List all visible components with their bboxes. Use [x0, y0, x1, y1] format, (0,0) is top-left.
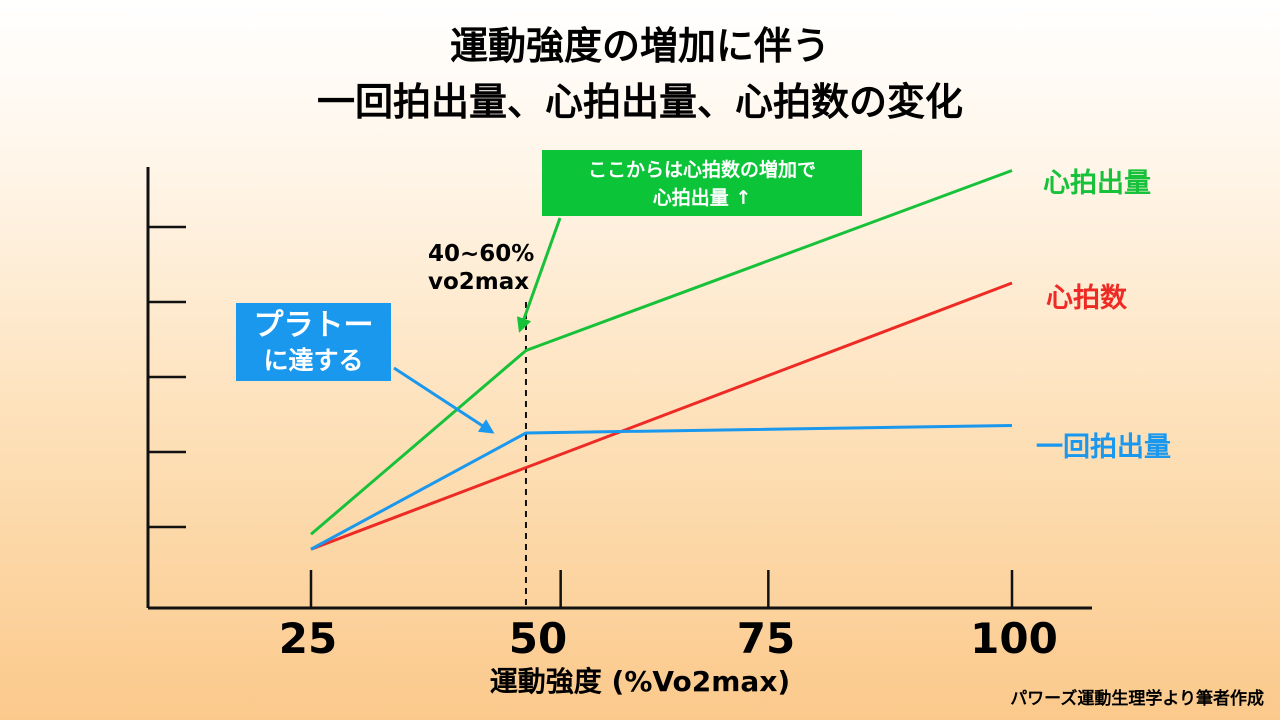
- chart-title-line-1: 運動強度の増加に伴う: [449, 24, 830, 68]
- annotation-arrow-green: [516, 217, 562, 333]
- annotation-plateau-line-2: に達する: [263, 346, 364, 375]
- threshold-label-line-2: vo2max: [428, 269, 530, 295]
- x-tick-label-100: 100: [970, 614, 1058, 663]
- annotation-heart-rate-increase-line-1: ここからは心拍数の増加で: [587, 159, 816, 181]
- series-label-heart-rate: 心拍数: [1046, 283, 1127, 314]
- series-label-cardiac-output: 心拍出量: [1043, 168, 1151, 199]
- x-axis-label: 運動強度 (%Vo2max): [489, 665, 791, 698]
- x-tick-label-25: 25: [278, 614, 338, 663]
- source-credit: パワーズ運動生理学より筆者作成: [1010, 689, 1264, 709]
- threshold-label: 40~60% vo2max: [428, 240, 534, 296]
- threshold-label-line-1: 40~60%: [428, 241, 535, 267]
- x-tick-label-75: 75: [736, 614, 796, 663]
- series-line-heart-rate: [310, 281, 1013, 551]
- annotation-heart-rate-increase: ここからは心拍数の増加で 心拍出量 ↑: [542, 150, 862, 216]
- annotation-heart-rate-increase-line-2: 心拍出量 ↑: [652, 187, 752, 209]
- series-line-cardiac-output: [310, 169, 1013, 536]
- chart-title-line-2: 一回拍出量、心拍出量、心拍数の変化: [316, 80, 963, 124]
- series-line-stroke-volume: [310, 424, 1013, 551]
- annotation-plateau-line-1: プラトー: [253, 308, 374, 343]
- series-label-stroke-volume: 一回拍出量: [1036, 432, 1171, 463]
- annotation-plateau: プラトー に達する: [236, 303, 391, 381]
- annotation-arrow-blue: [393, 366, 495, 434]
- x-tick-label-50: 50: [508, 614, 568, 663]
